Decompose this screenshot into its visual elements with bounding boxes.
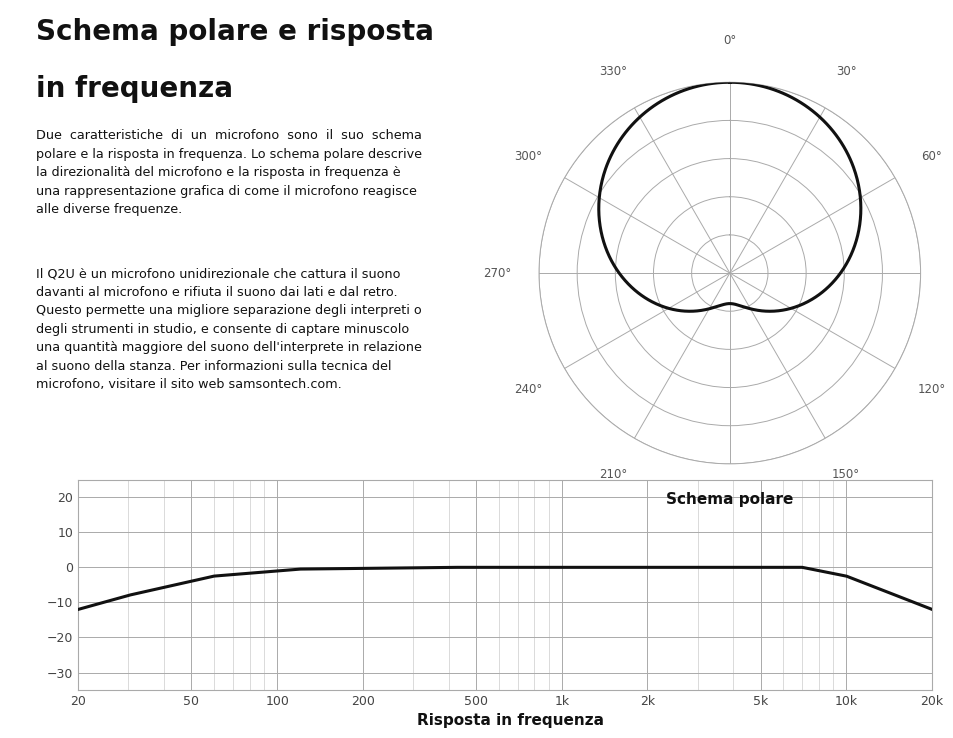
Text: in frequenza: in frequenza	[36, 75, 233, 103]
Text: 30°: 30°	[835, 65, 856, 78]
Text: Schema polare: Schema polare	[665, 492, 793, 507]
Text: 210°: 210°	[598, 468, 627, 481]
Text: 270°: 270°	[482, 266, 511, 280]
Text: Risposta in frequenza: Risposta in frequenza	[416, 714, 603, 728]
Text: 120°: 120°	[917, 383, 944, 396]
Text: 60°: 60°	[920, 150, 941, 163]
Text: 150°: 150°	[831, 468, 860, 481]
Text: 90°: 90°	[951, 266, 953, 280]
Text: 300°: 300°	[514, 150, 541, 163]
Text: Due  caratteristiche  di  un  microfono  sono  il  suo  schema
polare e la rispo: Due caratteristiche di un microfono sono…	[36, 129, 422, 216]
Text: Il Q2U è un microfono unidirezionale che cattura il suono
davanti al microfono e: Il Q2U è un microfono unidirezionale che…	[36, 267, 421, 391]
Text: 180°: 180°	[715, 500, 743, 512]
Text: 240°: 240°	[514, 383, 541, 396]
Text: 330°: 330°	[598, 65, 627, 78]
Text: 0°: 0°	[722, 34, 736, 46]
Text: Schema polare e risposta: Schema polare e risposta	[36, 18, 434, 46]
